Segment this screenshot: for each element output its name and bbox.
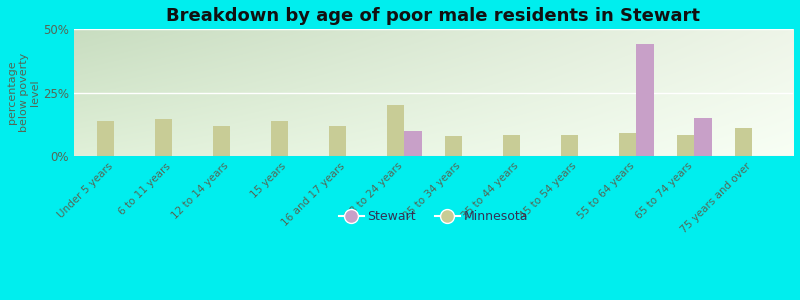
Y-axis label: percentage
below poverty
level: percentage below poverty level [7,53,40,132]
Bar [405,131,422,156]
Bar [694,118,712,156]
Bar [503,134,521,156]
Bar [97,121,114,156]
Bar [677,134,694,156]
Bar [387,105,405,156]
Bar [561,134,578,156]
Bar [271,121,289,156]
Bar [155,119,172,156]
Bar [637,44,654,156]
Bar [735,128,753,156]
Bar [619,133,637,156]
Legend: Stewart, Minnesota: Stewart, Minnesota [334,206,533,229]
Title: Breakdown by age of poor male residents in Stewart: Breakdown by age of poor male residents … [166,7,701,25]
Bar [213,126,230,156]
Bar [329,126,346,156]
Bar [445,136,462,156]
